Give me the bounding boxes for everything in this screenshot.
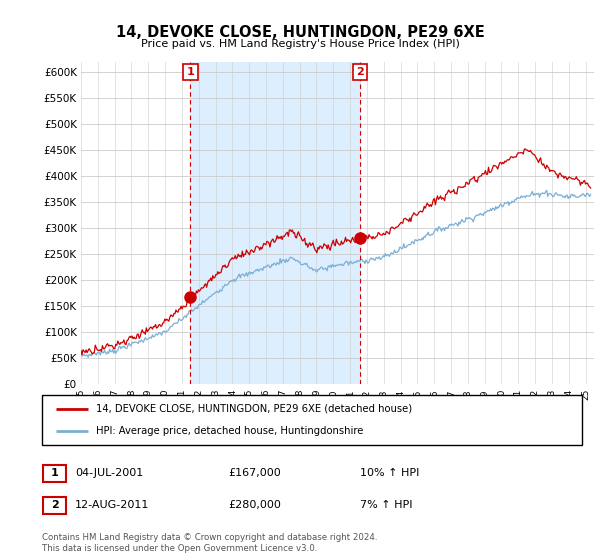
Text: 14, DEVOKE CLOSE, HUNTINGDON, PE29 6XE: 14, DEVOKE CLOSE, HUNTINGDON, PE29 6XE (116, 25, 484, 40)
Text: HPI: Average price, detached house, Huntingdonshire: HPI: Average price, detached house, Hunt… (96, 426, 364, 436)
Text: 7% ↑ HPI: 7% ↑ HPI (360, 500, 413, 510)
Text: £280,000: £280,000 (228, 500, 281, 510)
Text: 10% ↑ HPI: 10% ↑ HPI (360, 468, 419, 478)
Text: 12-AUG-2011: 12-AUG-2011 (75, 500, 149, 510)
Text: £167,000: £167,000 (228, 468, 281, 478)
Text: Contains HM Land Registry data © Crown copyright and database right 2024.
This d: Contains HM Land Registry data © Crown c… (42, 533, 377, 553)
Text: 1: 1 (51, 468, 58, 478)
Bar (190, 62, 360, 384)
Text: Price paid vs. HM Land Registry's House Price Index (HPI): Price paid vs. HM Land Registry's House … (140, 39, 460, 49)
Text: 2: 2 (51, 500, 58, 510)
Text: 14, DEVOKE CLOSE, HUNTINGDON, PE29 6XE (detached house): 14, DEVOKE CLOSE, HUNTINGDON, PE29 6XE (… (96, 404, 412, 414)
Text: 04-JUL-2001: 04-JUL-2001 (75, 468, 143, 478)
Text: 1: 1 (187, 67, 194, 77)
Text: 2: 2 (356, 67, 364, 77)
